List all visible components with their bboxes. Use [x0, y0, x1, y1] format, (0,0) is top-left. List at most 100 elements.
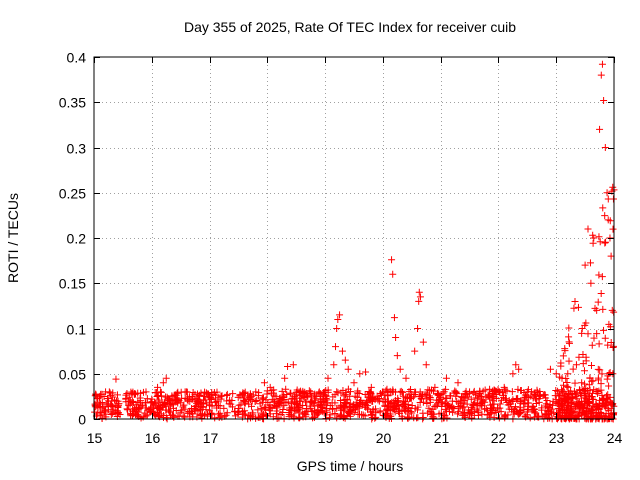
- data-point: [564, 396, 572, 404]
- data-point: [154, 392, 162, 400]
- data-point: [344, 365, 352, 373]
- data-point: [385, 402, 393, 410]
- data-point: [535, 398, 543, 406]
- data-point: [292, 407, 300, 415]
- data-point: [597, 386, 605, 394]
- data-point: [207, 396, 215, 404]
- data-point: [556, 406, 564, 414]
- data-point: [390, 314, 398, 322]
- data-point: [385, 401, 393, 409]
- data-point: [342, 398, 350, 406]
- data-point: [596, 366, 604, 374]
- data-point: [98, 414, 106, 422]
- data-point: [419, 338, 427, 346]
- data-point: [356, 410, 364, 418]
- data-point: [586, 408, 594, 416]
- data-point: [599, 204, 607, 212]
- data-point: [177, 399, 185, 407]
- data-point: [441, 400, 449, 408]
- data-point: [350, 379, 358, 387]
- data-point: [148, 395, 156, 403]
- data-point: [566, 405, 574, 413]
- data-point: [376, 407, 384, 415]
- y-tick-label: 0.4: [67, 50, 87, 66]
- data-point: [425, 404, 433, 412]
- data-point: [557, 397, 565, 405]
- data-point: [406, 395, 414, 403]
- data-point: [266, 383, 274, 391]
- data-point: [517, 387, 525, 395]
- data-point: [601, 334, 609, 342]
- data-point: [512, 361, 520, 369]
- data-point: [555, 392, 563, 400]
- data-point: [229, 390, 237, 398]
- data-point: [345, 408, 353, 416]
- chart-title: Day 355 of 2025, Rate Of TEC Index for r…: [184, 19, 516, 35]
- data-point: [272, 402, 280, 410]
- data-point: [181, 413, 189, 421]
- data-point: [556, 396, 564, 404]
- data-point: [99, 404, 107, 412]
- data-point: [452, 389, 460, 397]
- data-point: [489, 397, 497, 405]
- data-point: [584, 225, 592, 233]
- data-point: [328, 399, 336, 407]
- data-point: [422, 361, 430, 369]
- data-point: [372, 405, 380, 413]
- data-point: [590, 334, 598, 342]
- data-point: [435, 390, 443, 398]
- data-point: [241, 407, 249, 415]
- data-point: [362, 368, 370, 376]
- data-point: [293, 401, 301, 409]
- data-point: [113, 410, 121, 418]
- data-point: [336, 397, 344, 405]
- data-point: [337, 402, 345, 410]
- data-point: [154, 383, 162, 391]
- data-point: [200, 392, 208, 400]
- data-point: [442, 385, 450, 393]
- data-point: [470, 387, 478, 395]
- data-point: [306, 398, 314, 406]
- data-point: [383, 407, 391, 415]
- data-point: [107, 408, 115, 416]
- data-point: [197, 398, 205, 406]
- data-point: [599, 395, 607, 403]
- data-point: [546, 401, 554, 409]
- data-point: [296, 397, 304, 405]
- data-point: [597, 71, 605, 79]
- data-point: [523, 388, 531, 396]
- data-point: [608, 306, 616, 314]
- data-point: [296, 413, 304, 421]
- data-point: [388, 256, 396, 264]
- x-tick-label: 19: [318, 430, 334, 446]
- data-point: [604, 397, 612, 405]
- data-point: [604, 195, 612, 203]
- data-point: [414, 325, 422, 332]
- data-point: [268, 403, 276, 411]
- data-point: [326, 411, 334, 419]
- data-point: [240, 390, 248, 398]
- data-point: [125, 401, 133, 409]
- data-point: [264, 399, 272, 407]
- data-point: [258, 395, 266, 403]
- data-point: [460, 410, 468, 418]
- data-point: [191, 397, 199, 405]
- data-point: [454, 379, 462, 387]
- data-point: [137, 404, 145, 412]
- data-point: [483, 411, 491, 419]
- data-point: [559, 381, 567, 389]
- data-point: [123, 389, 131, 397]
- data-point: [413, 406, 421, 414]
- data-point: [598, 273, 606, 281]
- data-point: [569, 365, 577, 373]
- data-point: [578, 404, 586, 412]
- data-point: [593, 306, 601, 314]
- data-point: [423, 400, 431, 408]
- data-point: [571, 297, 579, 305]
- data-point: [478, 410, 486, 418]
- data-point: [424, 386, 432, 394]
- data-point: [355, 404, 363, 412]
- data-point: [444, 401, 452, 409]
- data-point: [399, 388, 407, 396]
- data-point: [596, 396, 604, 404]
